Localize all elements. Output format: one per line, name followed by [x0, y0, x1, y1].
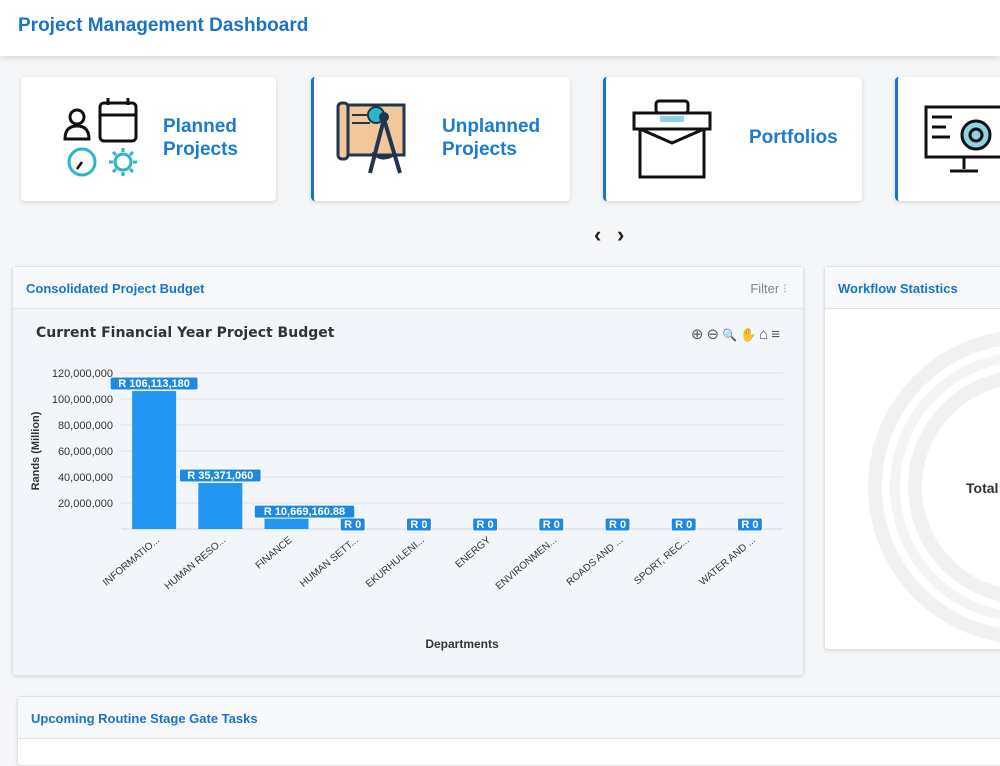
briefcase-icon	[632, 99, 712, 179]
workflow-panel: Workflow Statistics Total	[824, 266, 1000, 650]
budget-bar-chart: 120,000,000 100,000,000 80,000,000 60,000,0…	[30, 368, 783, 651]
x-tick-label: ROADS AND ...	[565, 535, 626, 588]
card-label: Portfolios	[749, 127, 838, 148]
card-unplanned-projects[interactable]: Unplanned Projects	[311, 77, 570, 201]
home-reset-icon[interactable]: ⌂	[759, 326, 772, 343]
data-label-bg	[405, 517, 432, 532]
zoom-in-icon[interactable]: ⊕	[690, 326, 707, 343]
budget-panel-header: Consolidated Project Budget Filter ⁝	[13, 267, 803, 309]
pan-hand-icon[interactable]: ✋	[739, 327, 760, 342]
x-tick-label: EKURHULENI...	[364, 535, 427, 590]
planning-icon	[63, 98, 138, 177]
card-label: Planned Projects	[163, 115, 238, 161]
x-tick-label: WATER AND ...	[698, 535, 758, 588]
data-label: R 0	[675, 519, 692, 531]
page-title: Project Management Dashboard	[18, 15, 309, 36]
y-tick-label: 40,000,000	[58, 472, 113, 484]
filter-label: Filter	[750, 281, 780, 296]
workflow-total-label: Total	[966, 480, 999, 496]
card-label: Unplanned Projects	[442, 115, 540, 161]
x-tick-label: ENVIRONMEN...	[494, 535, 559, 592]
data-label: R 0	[543, 519, 560, 531]
data-label: R 0	[410, 519, 427, 531]
blueprint-compass-icon	[336, 101, 406, 174]
y-tick-label: 20,000,000	[58, 498, 113, 510]
chart-toolbar: ⊕⊖🔍✋⌂≡	[691, 325, 783, 343]
y-tick-label: 100,000,000	[52, 394, 113, 406]
more-vertical-icon: ⁝	[782, 281, 787, 296]
y-tick-label: 80,000,000	[58, 420, 113, 432]
data-label-bg	[670, 517, 697, 532]
data-label-bg	[736, 517, 763, 532]
card-portfolios[interactable]: Portfolios	[603, 77, 862, 201]
workflow-donut-chart	[868, 332, 1000, 642]
y-axis-label: Rands (Million)	[30, 411, 42, 490]
card-label-line1: Unplanned	[442, 116, 541, 137]
chart-title: Current Financial Year Project Budget	[36, 325, 335, 341]
filter-button[interactable]: Filter ⁝	[750, 281, 787, 297]
bar	[132, 391, 177, 529]
card-monitor[interactable]	[895, 77, 1000, 201]
card-label-line2: Projects	[163, 139, 238, 160]
data-label-bg	[538, 517, 565, 532]
monitor-gear-icon	[924, 105, 1000, 173]
y-tick-label: 60,000,000	[58, 446, 113, 458]
bar	[198, 483, 243, 529]
workflow-panel-header: Workflow Statistics	[825, 267, 1000, 309]
data-label-bg	[339, 517, 366, 532]
workflow-panel-title: Workflow Statistics	[838, 281, 958, 296]
x-tick-label: HUMAN SETT...	[298, 535, 360, 590]
stage-gate-panel-header: Upcoming Routine Stage Gate Tasks	[18, 697, 1000, 739]
data-label: R 0	[477, 519, 494, 531]
zoom-select-icon[interactable]: 🔍	[722, 328, 740, 342]
data-label-bg	[109, 376, 199, 391]
x-tick-label: INFORMATIO...	[101, 535, 162, 589]
carousel-prev-button[interactable]: ‹	[594, 222, 602, 247]
menu-icon[interactable]: ≡	[771, 326, 783, 343]
budget-panel-title: Consolidated Project Budget	[26, 281, 205, 296]
top-bar: Project Management Dashboard	[0, 0, 1000, 56]
card-label-line1: Planned	[163, 116, 237, 137]
x-tick-label: SPORT, REC...	[632, 535, 691, 587]
data-label-bg	[472, 517, 499, 532]
card-label-line2: Projects	[442, 139, 517, 160]
x-axis-label: Departments	[425, 637, 499, 651]
stage-gate-panel-title: Upcoming Routine Stage Gate Tasks	[31, 711, 258, 726]
data-label-bg	[179, 468, 262, 483]
budget-panel: Consolidated Project Budget Filter ⁝ Cur…	[12, 266, 804, 676]
carousel-next-button[interactable]: ›	[617, 222, 625, 247]
x-tick-label: FINANCE	[254, 535, 295, 572]
data-label: R 106,113,180	[118, 378, 190, 390]
data-label: R 10,669,160.88	[264, 506, 345, 518]
y-tick-label: 120,000,000	[52, 368, 113, 380]
zoom-out-icon[interactable]: ⊖	[706, 326, 723, 343]
card-planned-projects[interactable]: Planned Projects	[21, 77, 276, 201]
data-label: R 0	[344, 519, 361, 531]
data-label: R 0	[741, 519, 758, 531]
data-label-bg	[604, 517, 631, 532]
data-label: R 35,371,060	[187, 470, 253, 482]
stage-gate-panel: Upcoming Routine Stage Gate Tasks	[17, 696, 1000, 766]
data-label: R 0	[609, 519, 626, 531]
x-tick-label: ENERGY	[454, 535, 494, 571]
x-tick-label: HUMAN RESO...	[163, 535, 228, 592]
data-label-bg	[253, 504, 356, 519]
